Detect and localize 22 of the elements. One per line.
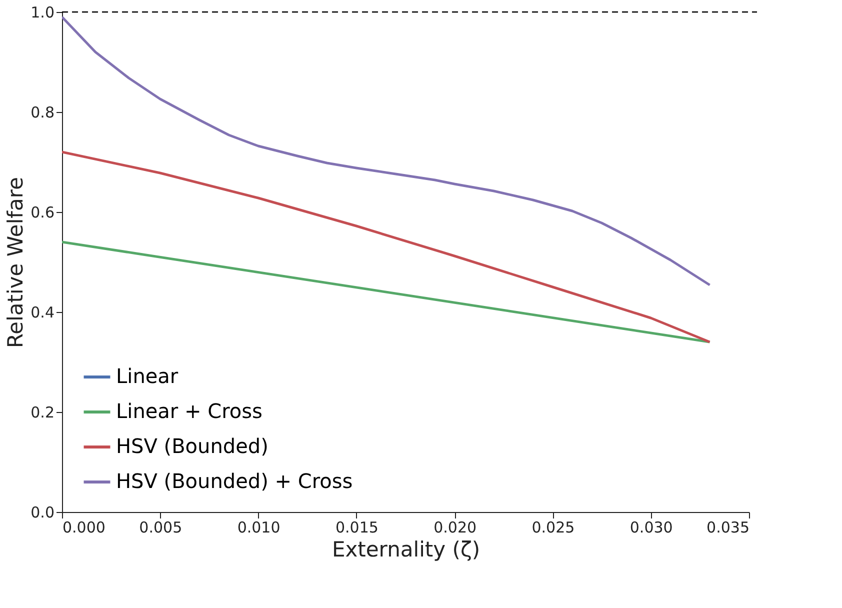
x-tick-label: 0.030: [630, 518, 673, 536]
x-tick-label: 0.020: [434, 518, 477, 536]
legend-label: HSV (Bounded) + Cross: [116, 469, 353, 493]
y-axis-title: Relative Welfare: [4, 176, 28, 348]
x-tick-label: 0.005: [139, 518, 182, 536]
y-tick-label: 0.2: [30, 404, 54, 422]
line-series: [62, 150, 711, 344]
y-tick-label: 0.8: [30, 104, 54, 122]
y-tick-label: 1.0: [30, 4, 54, 22]
x-tick-label: 0.035: [706, 518, 750, 536]
y-tick-label: 0.4: [30, 304, 54, 322]
x-tick-label: 0.000: [62, 518, 106, 536]
legend-label: Linear + Cross: [116, 399, 262, 423]
x-tick-label: 0.025: [532, 518, 575, 536]
line-series: [62, 16, 711, 286]
x-tick-label: 0.015: [335, 518, 378, 536]
y-tick-label: 0.6: [30, 204, 54, 222]
legend-label: HSV (Bounded): [116, 434, 268, 458]
legend-label: Linear: [116, 364, 179, 388]
y-tick-label: 0.0: [30, 504, 54, 522]
x-axis-title: Externality (ζ): [332, 538, 480, 562]
x-tick-label: 0.010: [237, 518, 280, 536]
